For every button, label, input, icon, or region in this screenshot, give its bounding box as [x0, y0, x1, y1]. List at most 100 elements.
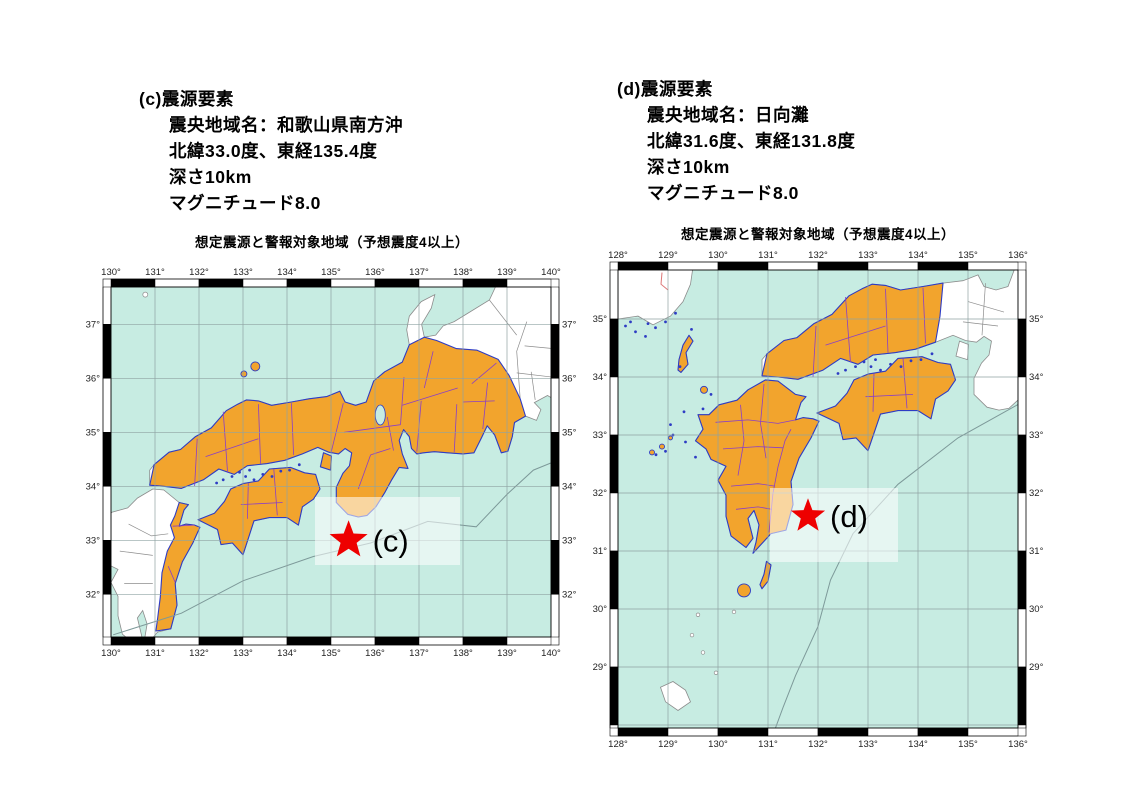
- svg-text:29°: 29°: [593, 662, 608, 673]
- info-latlon-c: 北緯33.0度、東経135.4度: [169, 141, 378, 161]
- svg-text:133°: 133°: [858, 250, 878, 261]
- svg-text:139°: 139°: [497, 267, 517, 278]
- svg-text:34°: 34°: [86, 481, 101, 492]
- svg-text:136°: 136°: [365, 648, 385, 659]
- svg-text:33°: 33°: [593, 430, 608, 441]
- warning-map-d: (d)128°128°129°129°130°130°131°131°132°1…: [593, 250, 1044, 750]
- svg-text:37°: 37°: [86, 319, 101, 330]
- svg-text:32°: 32°: [593, 488, 608, 499]
- svg-text:33°: 33°: [86, 535, 101, 546]
- svg-text:135°: 135°: [958, 739, 978, 750]
- epicenter-info-c: (c)震源要素 震央地域名：和歌山県南方沖 北緯33.0度、東経135.4度 深…: [139, 86, 403, 216]
- svg-text:133°: 133°: [233, 648, 253, 659]
- map-title-c: 想定震源と警報対象地域（予想震度4以上）: [194, 235, 469, 250]
- svg-text:134°: 134°: [908, 739, 928, 750]
- svg-text:32°: 32°: [562, 589, 577, 600]
- island-dots: [624, 311, 934, 459]
- epicenter-marker-label: (c): [373, 523, 409, 558]
- svg-text:136°: 136°: [1008, 250, 1028, 261]
- axis-tick-labels: 130° 130° 131° 131° 132° 132° 133° 133° 134° 134°…: [86, 267, 577, 659]
- svg-text:36°: 36°: [562, 373, 577, 384]
- info-magnitude-d: マグニチュード8.0: [647, 183, 799, 203]
- svg-text:130°: 130°: [101, 267, 121, 278]
- svg-text:139°: 139°: [497, 648, 517, 659]
- svg-text:129°: 129°: [658, 739, 678, 750]
- axis-tick-labels: 128° 128° 129° 129° 130° 130° 131° 131° 132° 132°…: [593, 250, 1044, 750]
- island-dots: [215, 463, 301, 485]
- svg-text:34°: 34°: [562, 481, 577, 492]
- svg-text:35°: 35°: [593, 314, 608, 325]
- plain-borders: [962, 283, 1005, 336]
- svg-text:133°: 133°: [233, 267, 253, 278]
- svg-text:128°: 128°: [608, 250, 628, 261]
- svg-text:30°: 30°: [1029, 604, 1044, 615]
- map-content: (c): [111, 287, 551, 637]
- plain-borders: [119, 299, 551, 584]
- svg-text:130°: 130°: [708, 739, 728, 750]
- svg-text:135°: 135°: [958, 250, 978, 261]
- svg-text:137°: 137°: [409, 648, 429, 659]
- svg-text:130°: 130°: [708, 250, 728, 261]
- trough-line: [775, 403, 1018, 728]
- svg-text:37°: 37°: [562, 319, 577, 330]
- svg-text:31°: 31°: [593, 546, 608, 557]
- svg-text:131°: 131°: [758, 250, 778, 261]
- svg-text:35°: 35°: [86, 427, 101, 438]
- svg-text:128°: 128°: [608, 739, 628, 750]
- svg-text:34°: 34°: [593, 372, 608, 383]
- map-frame: [609, 261, 1027, 737]
- map-title-d: 想定震源と警報対象地域（予想震度4以上）: [680, 227, 955, 242]
- info-depth-d: 深さ10km: [647, 157, 730, 177]
- svg-text:137°: 137°: [409, 267, 429, 278]
- svg-text:134°: 134°: [908, 250, 928, 261]
- map-frame: [102, 278, 560, 646]
- svg-text:30°: 30°: [593, 604, 608, 615]
- info-heading-d: (d)震源要素: [617, 79, 713, 99]
- svg-text:33°: 33°: [562, 535, 577, 546]
- epicenter-star: [329, 520, 368, 557]
- svg-text:132°: 132°: [808, 250, 828, 261]
- svg-text:135°: 135°: [321, 267, 341, 278]
- svg-text:140°: 140°: [541, 648, 561, 659]
- svg-text:32°: 32°: [86, 589, 101, 600]
- svg-text:134°: 134°: [277, 648, 297, 659]
- svg-text:138°: 138°: [453, 267, 473, 278]
- info-magnitude-c: マグニチュード8.0: [169, 193, 321, 213]
- svg-text:33°: 33°: [1029, 430, 1044, 441]
- svg-text:131°: 131°: [145, 267, 165, 278]
- svg-text:131°: 131°: [758, 739, 778, 750]
- svg-text:129°: 129°: [658, 250, 678, 261]
- prefecture-borders: [715, 287, 926, 533]
- lake-biwa: [374, 404, 386, 426]
- info-region-c: 震央地域名：和歌山県南方沖: [169, 115, 403, 135]
- svg-text:130°: 130°: [101, 648, 121, 659]
- svg-text:136°: 136°: [365, 267, 385, 278]
- svg-text:133°: 133°: [858, 739, 878, 750]
- svg-text:134°: 134°: [277, 267, 297, 278]
- map-content: (d): [618, 270, 1018, 728]
- prefecture-borders: [167, 351, 497, 583]
- svg-text:138°: 138°: [453, 648, 473, 659]
- svg-text:36°: 36°: [86, 373, 101, 384]
- epicenter-highlight-box: [770, 488, 898, 562]
- red-mark: [660, 272, 669, 291]
- svg-text:32°: 32°: [1029, 488, 1044, 499]
- svg-text:132°: 132°: [189, 267, 209, 278]
- svg-text:136°: 136°: [1008, 739, 1028, 750]
- epicenter-info-d: (d)震源要素 震央地域名：日向灘 北緯31.6度、東経131.8度 深さ10k…: [617, 76, 855, 206]
- svg-text:34°: 34°: [1029, 372, 1044, 383]
- svg-text:31°: 31°: [1029, 546, 1044, 557]
- svg-text:131°: 131°: [145, 648, 165, 659]
- svg-text:132°: 132°: [189, 648, 209, 659]
- info-heading-c: (c)震源要素: [139, 89, 234, 109]
- epicenter-star: [790, 498, 826, 531]
- svg-text:140°: 140°: [541, 267, 561, 278]
- svg-text:35°: 35°: [1029, 314, 1044, 325]
- svg-text:135°: 135°: [321, 648, 341, 659]
- svg-text:132°: 132°: [808, 739, 828, 750]
- svg-text:29°: 29°: [1029, 662, 1044, 673]
- epicenter-marker-label: (d): [830, 499, 868, 534]
- graticule: [111, 287, 551, 637]
- info-region-d: 震央地域名：日向灘: [647, 105, 809, 125]
